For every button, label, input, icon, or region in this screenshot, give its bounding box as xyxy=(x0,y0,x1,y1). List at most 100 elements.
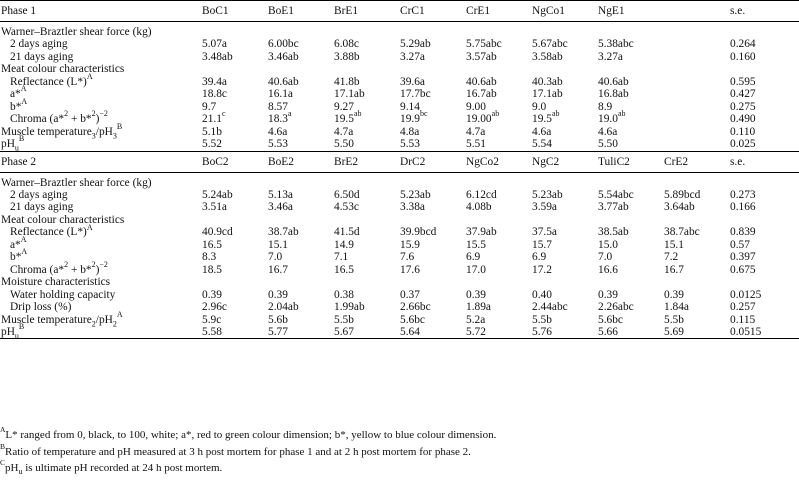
row-label: Reflectance (L*)A xyxy=(10,72,93,88)
value-cell: 15.1 xyxy=(268,238,288,251)
value-cell xyxy=(398,276,464,288)
se-cell: 0.490 xyxy=(730,113,756,126)
value-cell: 2.26abc xyxy=(598,301,634,314)
value-cell: 40.9cd xyxy=(202,226,233,239)
value-cell: 1.99ab xyxy=(334,301,365,314)
value-cell: 5.64 xyxy=(398,325,464,340)
value-cell: 5.29ab xyxy=(400,38,431,51)
se-cell: 0.595 xyxy=(730,75,756,88)
table-body: Phase 1 BoC1 BoE1 BrE1 CrC1 CrE1 NgCo1 NgE1 s.e.… xyxy=(0,0,799,340)
value-cell: 5.07a xyxy=(202,38,227,51)
value-cell xyxy=(662,63,728,75)
value-cell: 15.7 xyxy=(532,238,552,251)
value-cell: 5.69 xyxy=(662,325,728,340)
column-header: TuliC2 xyxy=(596,150,662,173)
value-cell: 5.52 xyxy=(200,138,266,152)
value-cell: 6.9 xyxy=(532,251,547,264)
value-cell xyxy=(464,177,530,189)
value-cell xyxy=(200,177,266,189)
value-cell: 6.00bc xyxy=(268,38,299,51)
se-cell: 0.839 xyxy=(730,226,756,239)
value-cell xyxy=(398,63,464,75)
value-cell: 0.39 xyxy=(664,288,684,301)
value-cell: 5.6bc xyxy=(598,313,623,326)
value-cell: 7.0 xyxy=(598,251,613,264)
value-cell xyxy=(662,177,728,189)
value-cell: 5.51 xyxy=(464,138,530,152)
value-cell xyxy=(464,26,530,38)
value-cell xyxy=(398,177,464,189)
footnote-a: AL* ranged from 0, black, to 100, white;… xyxy=(0,425,497,441)
value-cell: 5.67 xyxy=(332,325,398,340)
row-label: Water holding capacity xyxy=(10,288,116,301)
value-cell: 38.5ab xyxy=(598,226,629,239)
value-cell: 9.0 xyxy=(532,100,547,113)
results-table: Phase 1 BoC1 BoE1 BrE1 CrC1 CrE1 NgCo1 NgE1 s.e.… xyxy=(0,0,799,340)
value-cell: 41.8b xyxy=(334,75,360,88)
value-cell: 15.9 xyxy=(400,238,420,251)
section-label: Meat colour characteristics xyxy=(1,63,125,76)
value-cell: 5.23ab xyxy=(400,188,431,201)
value-cell: 5.67abc xyxy=(532,38,568,51)
value-cell: 6.08c xyxy=(334,38,359,51)
value-cell: 38.7abc xyxy=(664,226,700,239)
value-cell xyxy=(200,276,266,288)
table-row: pHuB 5.58 5.77 5.67 5.64 5.72 5.76 5.66 5.69 0.05… xyxy=(0,323,799,340)
value-cell: 3.27a xyxy=(598,50,623,63)
value-cell: 17.7bc xyxy=(400,88,431,101)
column-header: BoE1 xyxy=(266,0,332,22)
row-label: Reflectance (L*)A xyxy=(10,222,93,239)
value-cell: 4.6a xyxy=(532,125,552,138)
value-cell: 9.00 xyxy=(466,100,486,113)
value-cell: 3.38a xyxy=(400,201,425,214)
value-cell: 3.48ab xyxy=(202,50,233,63)
value-cell: 5.9c xyxy=(202,313,222,326)
value-cell: 0.38 xyxy=(334,288,354,301)
value-cell: 8.3 xyxy=(202,251,217,264)
se-cell xyxy=(728,177,799,189)
value-cell xyxy=(332,63,398,75)
value-cell: 37.9ab xyxy=(466,226,497,239)
value-cell: 4.7a xyxy=(334,125,354,138)
value-cell: 5.53 xyxy=(398,138,464,152)
se-cell xyxy=(728,63,799,75)
row-label: 21 days aging xyxy=(10,50,74,63)
value-cell: 4.53c xyxy=(334,201,359,214)
value-cell: 5.77 xyxy=(266,325,332,340)
value-cell: 16.8ab xyxy=(598,88,629,101)
row-label: pHuB xyxy=(0,323,200,340)
table-row: Chroma (a*2 + b*2)−2 21.1c 18.3a 19.5ab 19.9… xyxy=(0,109,799,126)
value-cell: 19.0ab xyxy=(598,109,626,126)
column-header: BrE2 xyxy=(332,150,398,173)
value-cell: 15.0 xyxy=(598,238,618,251)
value-cell: 40.6ab xyxy=(598,75,629,88)
section-label: Warner–Braztler shear force (kg) xyxy=(1,176,152,189)
value-cell xyxy=(200,63,266,75)
value-cell: 3.59a xyxy=(532,201,557,214)
column-header: NgC2 xyxy=(530,150,596,173)
value-cell: 16.5 xyxy=(202,238,222,251)
value-cell: 16.5 xyxy=(334,263,354,276)
value-cell: 5.50 xyxy=(596,138,662,152)
value-cell xyxy=(662,88,728,100)
table-row: b*A 8.3 7.0 7.1 7.6 6.9 6.9 7.0 7.2 0.397 xyxy=(0,248,799,264)
row-label: Drip loss (%) xyxy=(10,301,72,314)
value-cell xyxy=(266,26,332,38)
value-cell: 4.8a xyxy=(400,125,420,138)
table-row: Reflectance (L*)A 40.9cd 38.7ab 41.5d 39.9bc… xyxy=(0,222,799,239)
value-cell: 39.9bcd xyxy=(400,226,437,239)
section-label: Meat colour characteristics xyxy=(1,213,125,226)
se-cell: 0.57 xyxy=(730,238,750,251)
column-header: BrE1 xyxy=(332,0,398,22)
column-header: NgCo2 xyxy=(464,150,530,173)
value-cell xyxy=(530,26,596,38)
table-row: Drip loss (%) 2.96c 2.04ab 1.99ab 2.66bc 1.89… xyxy=(0,301,799,313)
value-cell: 17.1ab xyxy=(334,88,365,101)
value-cell: 2.96c xyxy=(202,301,227,314)
column-header: NgE1 xyxy=(596,0,662,22)
value-cell xyxy=(266,276,332,288)
value-cell xyxy=(662,138,728,152)
value-cell xyxy=(332,276,398,288)
value-cell: 17.2 xyxy=(532,263,552,276)
value-cell xyxy=(596,26,662,38)
